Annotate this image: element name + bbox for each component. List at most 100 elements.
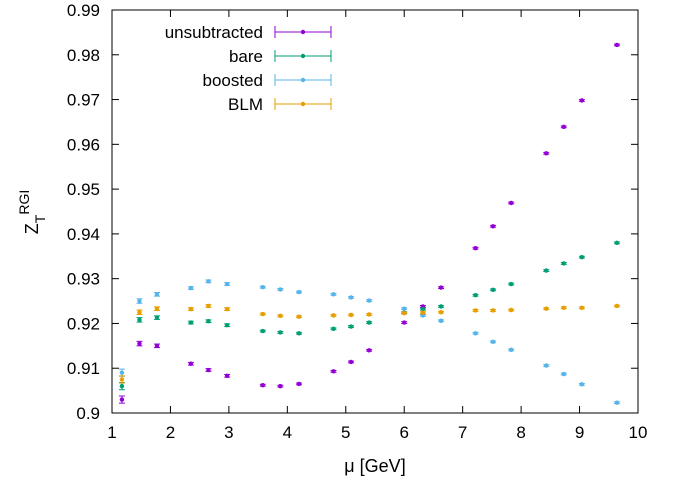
data-point — [118, 395, 125, 404]
y-tick-label: 0.97 — [67, 91, 100, 110]
legend-marker — [300, 29, 306, 35]
series-bare — [118, 240, 620, 391]
data-point — [348, 324, 355, 329]
marker — [348, 312, 354, 318]
marker — [119, 377, 125, 382]
marker — [614, 42, 620, 48]
x-tick-label: 1 — [107, 423, 116, 442]
marker — [154, 292, 160, 297]
data-point — [187, 306, 194, 312]
legend-entry-blm: BLM — [228, 95, 332, 114]
data-point — [296, 314, 303, 319]
marker — [154, 315, 160, 320]
data-point — [366, 320, 373, 325]
data-point — [438, 318, 445, 323]
data-point — [118, 368, 125, 377]
marker — [206, 319, 211, 324]
y-tick-label: 0.99 — [67, 1, 100, 20]
marker — [331, 369, 336, 374]
data-point — [136, 317, 143, 323]
data-point — [543, 363, 550, 368]
data-point — [205, 303, 212, 309]
data-point — [330, 292, 337, 297]
y-tick-label: 0.93 — [67, 270, 100, 289]
marker — [402, 320, 407, 325]
legend-marker — [300, 53, 306, 59]
marker — [508, 347, 514, 353]
data-point — [508, 281, 515, 287]
marker — [331, 292, 336, 297]
data-point — [401, 320, 408, 325]
data-point — [438, 304, 445, 309]
y-tick-label: 0.95 — [67, 180, 100, 199]
marker — [296, 289, 302, 295]
marker — [579, 98, 585, 103]
y-axis-label-sup: RGI — [16, 190, 32, 215]
marker — [508, 200, 514, 206]
data-point — [154, 306, 161, 311]
marker — [278, 313, 283, 319]
data-point — [348, 359, 355, 365]
marker — [260, 311, 265, 317]
legend-marker — [300, 101, 306, 107]
marker — [137, 341, 142, 346]
marker — [188, 285, 194, 291]
marker — [544, 151, 549, 156]
data-point — [578, 254, 585, 260]
data-marks — [118, 42, 620, 405]
marker — [402, 310, 407, 316]
legend: unsubtracted bare boosted BLM — [165, 23, 332, 114]
series-unsubtracted — [118, 42, 620, 404]
marker — [438, 318, 444, 323]
data-point — [154, 343, 161, 349]
marker — [438, 285, 444, 290]
marker — [260, 383, 265, 388]
marker — [296, 314, 302, 319]
data-point — [613, 42, 620, 48]
marker — [348, 295, 354, 300]
data-point — [224, 373, 231, 379]
marker — [473, 331, 478, 336]
data-point — [490, 339, 497, 345]
data-point — [348, 295, 355, 300]
marker — [473, 308, 478, 313]
marker — [206, 303, 211, 309]
data-point — [296, 289, 303, 295]
legend-label: boosted — [203, 71, 264, 90]
data-point — [330, 369, 337, 374]
marker — [579, 305, 585, 310]
legend-label: bare — [229, 47, 263, 66]
data-point — [136, 309, 143, 315]
x-tick-label: 2 — [166, 423, 175, 442]
marker — [420, 306, 426, 312]
y-tick-label: 0.9 — [76, 404, 100, 423]
x-tick-label: 6 — [399, 423, 408, 442]
axis-ticks: 1 2 3 4 5 6 7 8 9 10 0.9 0.91 0.92 0.93 0.94 0.95 0.96 0.… — [67, 1, 648, 442]
marker — [154, 343, 160, 349]
marker — [490, 339, 496, 345]
marker — [561, 371, 566, 377]
data-point — [187, 285, 194, 291]
marker — [490, 224, 496, 229]
series-boosted — [118, 279, 620, 405]
marker — [260, 328, 265, 334]
y-tick-label: 0.94 — [67, 225, 100, 244]
data-point — [560, 371, 567, 377]
data-point — [118, 375, 125, 384]
marker — [348, 324, 354, 329]
data-point — [613, 303, 620, 309]
data-point — [490, 287, 497, 293]
legend-label: unsubtracted — [165, 23, 263, 42]
y-axis-label-main: Z — [22, 223, 42, 234]
data-point — [330, 326, 337, 332]
marker — [206, 367, 211, 373]
data-point — [277, 287, 284, 292]
data-point — [205, 367, 212, 373]
marker — [278, 383, 283, 389]
data-point — [296, 331, 303, 336]
data-point — [224, 281, 231, 287]
data-point — [490, 224, 497, 229]
data-point — [187, 320, 194, 325]
data-point — [578, 305, 585, 310]
